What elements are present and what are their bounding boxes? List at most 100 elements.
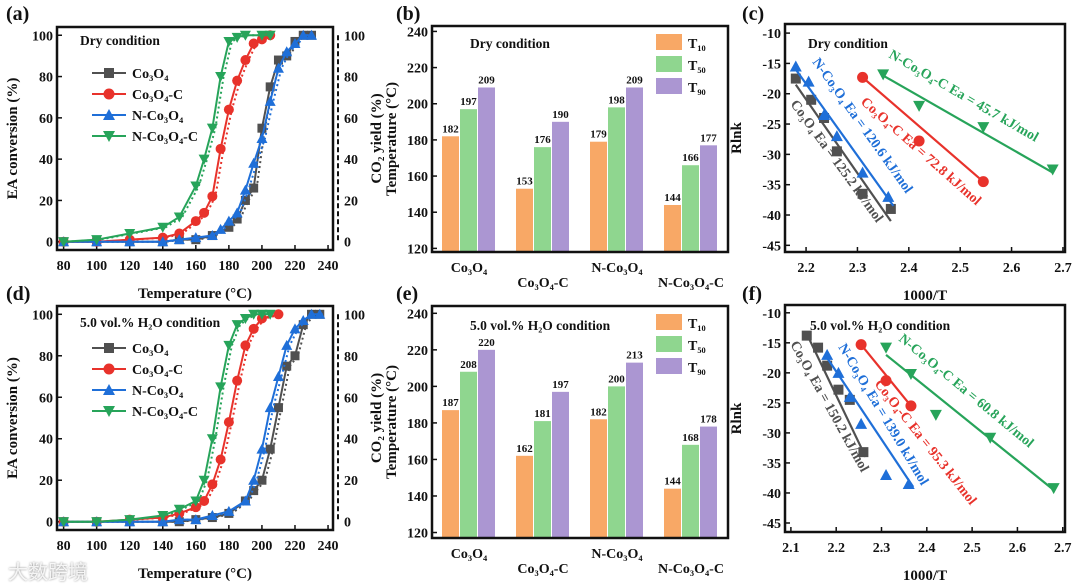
data-point bbox=[173, 514, 185, 525]
bar-T50 bbox=[460, 109, 477, 252]
data-point bbox=[124, 515, 136, 526]
bar-T10 bbox=[442, 136, 459, 252]
bar-value-label: 197 bbox=[552, 379, 569, 391]
data-point bbox=[818, 108, 831, 120]
data-point bbox=[902, 477, 915, 489]
x-axis-label: Temperature (°C) bbox=[138, 566, 252, 582]
bar-value-label: 144 bbox=[664, 192, 681, 204]
y-tick-label: 80 bbox=[39, 71, 53, 86]
legend-swatch-T90 bbox=[656, 78, 682, 94]
y-tick-label: 100 bbox=[32, 308, 53, 323]
data-point bbox=[289, 323, 301, 334]
x-tick-label: 120 bbox=[119, 539, 140, 554]
data-point bbox=[124, 228, 136, 239]
y-tick-label: -45 bbox=[762, 517, 781, 532]
data-point bbox=[215, 72, 227, 83]
legend-swatch-T10 bbox=[656, 314, 682, 330]
legend-marker-Co3O4 bbox=[104, 343, 114, 353]
bar-value-label: 190 bbox=[552, 109, 569, 121]
y-tick-label: 240 bbox=[407, 25, 428, 40]
data-point bbox=[882, 190, 895, 202]
data-point bbox=[190, 216, 201, 227]
fit-line bbox=[885, 353, 1055, 491]
data-point bbox=[306, 308, 318, 319]
plot-frame bbox=[55, 304, 335, 532]
data-point bbox=[248, 474, 260, 485]
legend-label: N-Co₃O₄-C bbox=[132, 405, 198, 420]
legend-swatch-T90 bbox=[656, 358, 682, 374]
data-point bbox=[855, 339, 867, 351]
bar-T90 bbox=[552, 391, 569, 538]
data-point bbox=[199, 207, 210, 218]
right-tick-label: 100 bbox=[344, 29, 365, 44]
bar-T50 bbox=[534, 147, 551, 252]
x-tick-label: 100 bbox=[86, 539, 107, 554]
data-point bbox=[231, 207, 243, 218]
data-point bbox=[248, 323, 259, 334]
data-point bbox=[239, 313, 251, 324]
bar-T10 bbox=[664, 204, 681, 252]
x-tick-label: 240 bbox=[318, 259, 339, 274]
y-tick-label: -30 bbox=[762, 427, 781, 442]
bar-value-label: 162 bbox=[516, 443, 533, 455]
data-point bbox=[58, 237, 70, 248]
data-point bbox=[198, 154, 210, 165]
right-tick-label: 60 bbox=[344, 391, 358, 406]
data-point bbox=[273, 403, 283, 413]
y-tick-label: 160 bbox=[407, 453, 428, 468]
right-axis-label: CO₂ yield (%) bbox=[369, 93, 385, 183]
data-point bbox=[257, 475, 267, 485]
y-tick-label: -15 bbox=[762, 57, 781, 72]
y-tick-label: -20 bbox=[762, 367, 781, 382]
data-point bbox=[273, 55, 283, 65]
y-axis-label: EA conversion (%) bbox=[5, 357, 21, 479]
bar-T90 bbox=[626, 87, 643, 252]
data-point bbox=[207, 479, 218, 490]
y-axis-label: EA conversion (%) bbox=[5, 78, 21, 200]
data-point bbox=[806, 94, 817, 105]
bar-T90 bbox=[700, 426, 717, 538]
data-point bbox=[281, 46, 293, 57]
data-point bbox=[832, 366, 845, 378]
panel-label: (c) bbox=[742, 3, 764, 25]
bar-T10 bbox=[590, 419, 607, 538]
data-point bbox=[239, 184, 251, 195]
data-point bbox=[223, 417, 234, 428]
x-axis-label: 1000/T bbox=[903, 568, 947, 584]
y-tick-label: 40 bbox=[39, 433, 53, 448]
x-tick-label: 180 bbox=[218, 259, 239, 274]
data-point bbox=[124, 236, 136, 247]
x-tick-label: 120 bbox=[119, 259, 140, 274]
bar-T90 bbox=[700, 145, 717, 252]
data-point bbox=[264, 95, 276, 106]
data-point bbox=[801, 330, 812, 341]
right-tick-label: 40 bbox=[344, 433, 358, 448]
data-point bbox=[1047, 483, 1060, 495]
data-point bbox=[206, 509, 218, 520]
bar-T10 bbox=[516, 188, 533, 252]
data-point bbox=[248, 38, 259, 49]
bar-value-label: 181 bbox=[534, 408, 551, 420]
x-tick-label: 180 bbox=[218, 539, 239, 554]
x-tick-label: 140 bbox=[152, 259, 173, 274]
data-point bbox=[290, 351, 300, 361]
panel-label: (f) bbox=[742, 283, 762, 305]
condition-label: Dry condition bbox=[808, 36, 888, 51]
bar-value-label: 144 bbox=[664, 476, 681, 488]
category-label: N-Co₃O₄-C bbox=[658, 276, 724, 291]
right-axis-label: CO₂ yield (%) bbox=[369, 373, 385, 463]
data-point bbox=[58, 517, 70, 528]
y-tick-label: -20 bbox=[762, 88, 781, 103]
data-point bbox=[215, 382, 227, 393]
legend-swatch-T50 bbox=[656, 336, 682, 352]
bar-T50 bbox=[608, 107, 625, 252]
data-point bbox=[880, 342, 893, 354]
data-point bbox=[856, 166, 869, 178]
watermark-logo: 大数跨境 bbox=[8, 560, 88, 584]
x-tick-label: 2.7 bbox=[1054, 541, 1072, 556]
bar-value-label: 176 bbox=[534, 134, 551, 146]
y-tick-label: 0 bbox=[46, 516, 53, 531]
data-point bbox=[240, 340, 251, 351]
condition-label: 5.0 vol.% H₂O condition bbox=[470, 318, 611, 333]
